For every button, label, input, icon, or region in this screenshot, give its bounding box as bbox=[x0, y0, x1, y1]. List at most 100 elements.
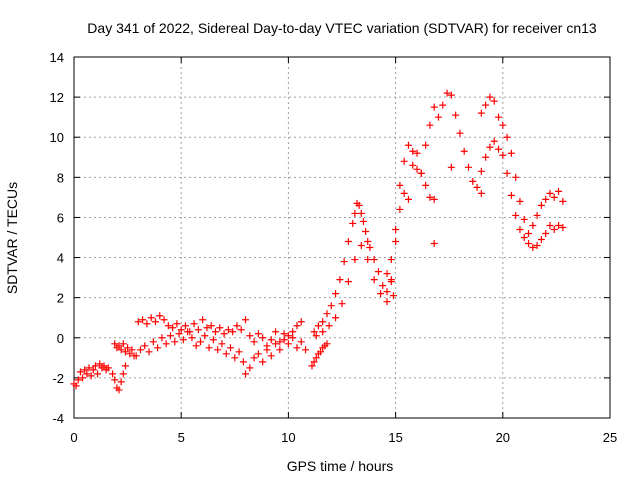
data-point bbox=[173, 320, 181, 328]
data-point bbox=[332, 290, 340, 298]
chart-title: Day 341 of 2022, Sidereal Day-to-day VTE… bbox=[87, 20, 597, 36]
data-point bbox=[233, 322, 241, 330]
data-point bbox=[272, 340, 280, 348]
data-point bbox=[312, 332, 320, 340]
data-point bbox=[325, 322, 333, 330]
data-point bbox=[387, 276, 395, 284]
data-point bbox=[154, 344, 162, 352]
data-point bbox=[507, 149, 515, 157]
data-point bbox=[203, 324, 211, 332]
data-point bbox=[370, 276, 378, 284]
series-trace-night-short bbox=[308, 340, 331, 370]
data-point bbox=[310, 358, 318, 366]
data-point bbox=[280, 330, 288, 338]
data-point bbox=[323, 340, 331, 348]
data-point bbox=[374, 268, 382, 276]
data-point bbox=[179, 336, 187, 344]
data-series bbox=[70, 89, 567, 394]
data-point bbox=[242, 370, 250, 378]
data-point bbox=[184, 328, 192, 336]
data-point bbox=[74, 376, 82, 384]
data-point bbox=[422, 181, 430, 189]
data-point bbox=[280, 336, 288, 344]
y-tick-label: 0 bbox=[57, 331, 64, 346]
data-point bbox=[447, 163, 455, 171]
data-point bbox=[139, 316, 147, 324]
data-point bbox=[124, 344, 132, 352]
x-axis-label: GPS time / hours bbox=[287, 458, 394, 474]
data-point bbox=[546, 221, 554, 229]
series-trace-midday-band-lower bbox=[132, 328, 247, 366]
data-point bbox=[482, 101, 490, 109]
data-point bbox=[355, 201, 363, 209]
data-point bbox=[117, 346, 125, 354]
data-point bbox=[267, 336, 275, 344]
data-point bbox=[499, 121, 507, 129]
x-tick-labels: 0 5 10 15 20 25 bbox=[70, 430, 617, 445]
data-point bbox=[141, 342, 149, 350]
data-point bbox=[404, 141, 412, 149]
data-point bbox=[377, 290, 385, 298]
data-point bbox=[338, 300, 346, 308]
series-trace-isolated bbox=[430, 163, 455, 248]
data-point bbox=[100, 362, 108, 370]
data-point bbox=[192, 342, 200, 350]
data-point bbox=[359, 217, 367, 225]
data-point bbox=[246, 332, 254, 340]
data-point bbox=[149, 338, 157, 346]
data-point bbox=[520, 234, 528, 241]
y-tick-label: 12 bbox=[50, 90, 64, 105]
data-point bbox=[400, 157, 408, 165]
data-point bbox=[109, 370, 117, 378]
x-tick-label: 5 bbox=[178, 430, 185, 445]
data-point bbox=[81, 366, 89, 374]
y-tick-labels: -4 -2 0 2 4 6 8 10 12 14 bbox=[50, 50, 64, 426]
data-point bbox=[166, 332, 174, 340]
data-point bbox=[218, 340, 226, 348]
data-point bbox=[220, 330, 228, 338]
x-tick-label: 15 bbox=[388, 430, 402, 445]
data-point bbox=[302, 346, 310, 354]
data-point bbox=[276, 338, 284, 346]
data-point bbox=[259, 358, 267, 366]
x-tick-label: 20 bbox=[496, 430, 510, 445]
data-point bbox=[389, 292, 397, 300]
data-point bbox=[175, 330, 183, 338]
data-point bbox=[196, 338, 204, 346]
data-point bbox=[289, 328, 297, 336]
data-point bbox=[490, 137, 498, 145]
data-point bbox=[297, 338, 305, 346]
series-trace-right-lower bbox=[477, 137, 567, 252]
data-point bbox=[117, 378, 125, 386]
data-point bbox=[542, 195, 550, 203]
data-point bbox=[121, 348, 129, 356]
data-point bbox=[559, 223, 567, 231]
data-point bbox=[469, 177, 477, 185]
data-point bbox=[94, 370, 102, 378]
data-point bbox=[495, 113, 503, 121]
data-point bbox=[229, 328, 237, 336]
data-point bbox=[171, 338, 179, 346]
data-point bbox=[145, 348, 153, 356]
data-point bbox=[400, 189, 408, 197]
series-trace-late-rise-lower bbox=[387, 149, 438, 284]
data-point bbox=[160, 316, 168, 324]
data-point bbox=[357, 242, 365, 250]
data-point bbox=[104, 364, 112, 372]
data-point bbox=[351, 256, 359, 264]
data-point bbox=[85, 364, 93, 372]
data-point bbox=[507, 191, 515, 199]
data-point bbox=[364, 256, 372, 264]
grid bbox=[74, 57, 610, 418]
data-point bbox=[430, 103, 438, 111]
data-point bbox=[422, 141, 430, 149]
data-point bbox=[409, 147, 417, 155]
data-point bbox=[190, 320, 198, 328]
data-point bbox=[409, 161, 417, 169]
data-point bbox=[357, 209, 365, 217]
data-point bbox=[550, 225, 558, 233]
data-point bbox=[89, 366, 97, 374]
data-point bbox=[83, 370, 91, 378]
data-point bbox=[520, 215, 528, 223]
